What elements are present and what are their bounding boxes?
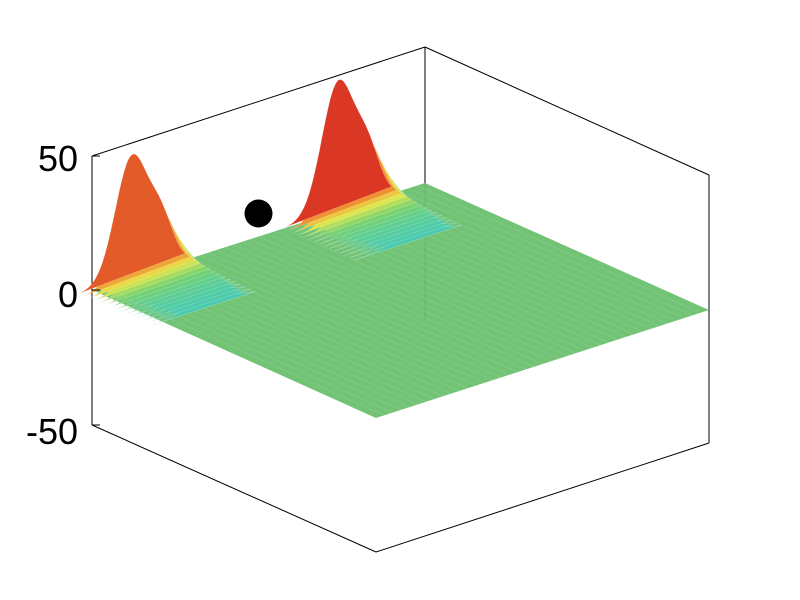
plane-mesh-line (416, 185, 701, 313)
plane-mesh-line (291, 225, 576, 354)
box-edge-front-bottom-right (375, 442, 710, 553)
plane-mesh-line (233, 244, 518, 373)
z-tick-label-50: 50 (38, 138, 78, 179)
box-edge-front-bottom-left (91, 424, 377, 553)
z-axis: 50 0 -50 (26, 138, 100, 452)
plane-mesh-line (241, 241, 526, 370)
peak-left-ridge (77, 153, 256, 327)
plane-mesh-line (216, 249, 501, 378)
box-edge-back-top-left (91, 46, 426, 157)
z-tick-label-0: 0 (58, 274, 78, 315)
plane-mesh-line (300, 222, 585, 351)
plane-mesh-line (200, 255, 485, 384)
box-edge-back-top-right (424, 46, 710, 176)
plane-mesh-line (275, 230, 560, 359)
plane-mesh-line (399, 190, 685, 319)
plane-mesh-line (191, 257, 476, 386)
plane-mesh-line (391, 193, 676, 321)
plane-mesh-line (208, 252, 493, 381)
baseline-plane (92, 183, 709, 418)
plane-mesh-line (266, 233, 551, 362)
box-front-edges (91, 424, 710, 553)
peak-slice (77, 153, 186, 295)
surface-peaks (77, 79, 462, 327)
z-tick-label--50: -50 (26, 411, 78, 452)
plane-mesh-line (283, 228, 568, 357)
data-marker (244, 199, 273, 228)
plane-mesh-line (258, 236, 543, 365)
plane-mesh-line (183, 260, 468, 389)
peak-right-ridge (284, 79, 462, 261)
plane-mesh-line (408, 188, 693, 316)
plane-mesh-line (225, 247, 510, 375)
peak-slice (284, 79, 392, 228)
plane-mesh-line (250, 238, 535, 367)
